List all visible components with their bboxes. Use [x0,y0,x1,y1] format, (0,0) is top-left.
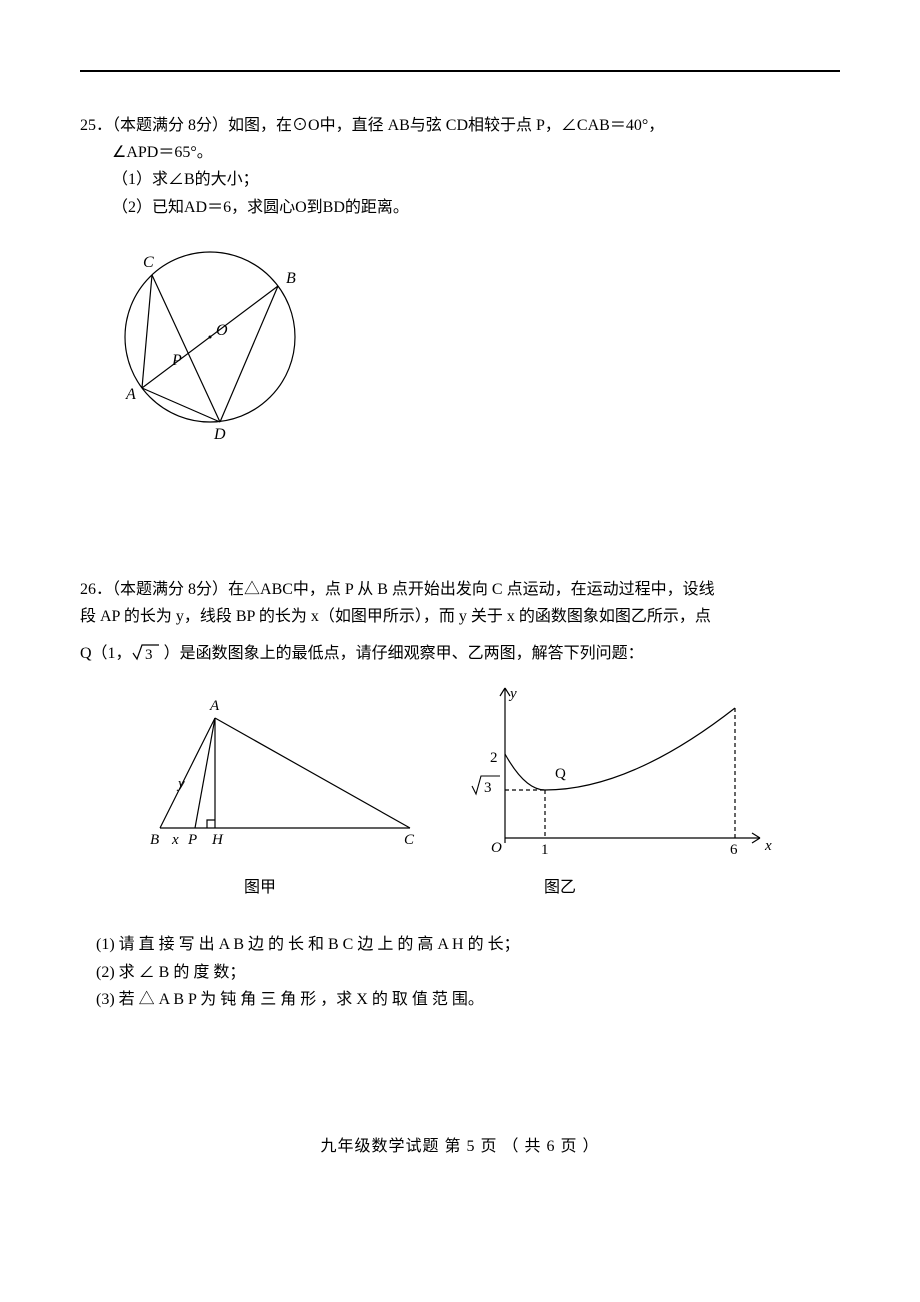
lbl-P: P [171,352,182,369]
q26-fig-right: y x O Q 2 3 1 6 [460,678,780,868]
lA: A [209,698,220,714]
q26-stem-3a: Q（1， [80,645,132,662]
q25-stem-1: （本题满分 8分）如图，在⊙O中，直径 AB与弦 CD相较于点 P，∠CAB＝4… [112,117,664,134]
q25-sub1: （1）求∠B的大小； [80,166,840,193]
page-root: 25．（本题满分 8分）如图，在⊙O中，直径 AB与弦 CD相较于点 P，∠CA… [0,70,920,1200]
rQ: Q [555,766,566,782]
rO: O [491,840,502,856]
lB: B [150,832,159,848]
ry: y [508,686,517,702]
svg-text:3: 3 [145,647,153,663]
q26-captions: 图甲 图乙 [110,874,710,901]
spacer [80,496,840,576]
lbl-C: C [143,254,154,271]
lC: C [404,832,415,848]
q26-line1: 26．（本题满分 8分）在△ABC中，点 P 从 B 点开始出发向 C 点运动，… [80,576,840,603]
lbl-B: B [286,270,296,287]
q25-figure: C B O P A D [80,227,840,456]
caption-left: 图甲 [110,874,410,901]
rx1: 1 [541,842,549,858]
top-rule [80,70,840,72]
q26-sub1: (1) 请 直 接 写 出 A B 边 的 长 和 B C 边 上 的 高 A … [80,931,840,958]
q25-line1: 25．（本题满分 8分）如图，在⊙O中，直径 AB与弦 CD相较于点 P，∠CA… [80,112,840,139]
q26-figures: A B C x P H y [80,678,840,868]
q25-stem-2: ∠APD＝65°。 [80,139,840,166]
rx6: 6 [730,842,738,858]
sqrt3-inline: 3 [132,641,160,668]
q26-stem-3b: ）是函数图象上的最低点，请仔细观察甲、乙两图，解答下列问题： [160,645,644,662]
lbl-A: A [125,386,136,403]
q26-stem-2: 段 AP 的长为 y，线段 BP 的长为 x（如图甲所示），而 y 关于 x 的… [80,603,840,630]
ry2: 2 [490,750,498,766]
problem-25: 25．（本题满分 8分）如图，在⊙O中，直径 AB与弦 CD相较于点 P，∠CA… [80,112,840,456]
page-footer: 九年级数学试题 第 5 页 （ 共 6 页 ） [80,1133,840,1160]
q26-sub3: (3) 若 △ A B P 为 钝 角 三 角 形 ，求 X 的 取 值 范 围… [80,986,840,1013]
q26-number: 26． [80,581,112,598]
lH: H [211,832,224,848]
q26-sub2: (2) 求 ∠ B 的 度 数； [80,959,840,986]
q26-fig-left: A B C x P H y [140,678,430,858]
svg-text:3: 3 [484,780,492,796]
q25-number: 25． [80,117,112,134]
ry-sqrt3: 3 [472,776,500,796]
lbl-O: O [216,322,228,339]
rx: x [764,838,772,854]
q25-sub2: （2）已知AD＝6，求圆心O到BD的距离。 [80,194,840,221]
ly: y [176,776,185,792]
lx: x [171,832,179,848]
lP: P [187,832,197,848]
q26-stem-1: （本题满分 8分）在△ABC中，点 P 从 B 点开始出发向 C 点运动，在运动… [112,581,715,598]
q26-line3: Q（1， 3 ）是函数图象上的最低点，请仔细观察甲、乙两图，解答下列问题： [80,640,840,668]
lbl-D: D [213,426,226,443]
q25-svg: C B O P A D [80,227,340,447]
problem-26: 26．（本题满分 8分）在△ABC中，点 P 从 B 点开始出发向 C 点运动，… [80,576,840,1013]
caption-right: 图乙 [410,874,710,901]
